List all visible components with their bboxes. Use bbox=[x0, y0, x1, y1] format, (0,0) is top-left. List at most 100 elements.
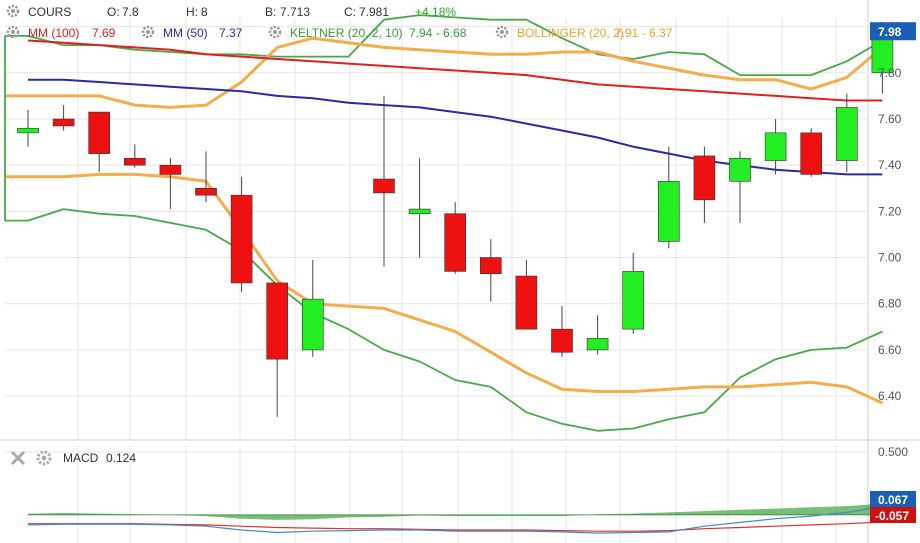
price-axis: 8.007.807.607.407.207.006.806.606.407.98 bbox=[870, 20, 916, 403]
close-icon[interactable] bbox=[10, 450, 26, 466]
candle-body bbox=[764, 132, 787, 161]
price-tick-label: 7.00 bbox=[878, 251, 902, 265]
macd-last-label: 0.067 bbox=[878, 493, 908, 507]
candle-body bbox=[551, 328, 573, 353]
price-tick-label: 7.40 bbox=[878, 158, 902, 172]
macd-panel: 0.500 0.067 -0.057 bbox=[5, 445, 916, 534]
price-tick-label: 7.20 bbox=[878, 204, 902, 218]
bollinger-gear-icon[interactable] bbox=[495, 25, 509, 39]
signal-value-badge bbox=[870, 507, 916, 523]
candle bbox=[551, 306, 573, 357]
keltner-value: 7.94 - 6.68 bbox=[409, 26, 467, 40]
bollinger-value: 7.91 - 6.37 bbox=[615, 26, 673, 40]
macd-gear-icon[interactable] bbox=[36, 450, 52, 466]
candle bbox=[693, 146, 716, 223]
candle-body bbox=[515, 275, 538, 330]
legend-row-2: MM (100) 7.69 MM (50) 7.37 KELTNER (20, … bbox=[6, 25, 673, 40]
candle-body bbox=[230, 194, 253, 284]
low-value: 7.713 bbox=[280, 5, 310, 19]
candle-body bbox=[693, 155, 716, 201]
candle bbox=[729, 151, 751, 223]
price-tick-label: 7.60 bbox=[878, 112, 902, 126]
price-tick-label: 7.80 bbox=[878, 66, 902, 80]
keltner-name: KELTNER (20, 2, 10) bbox=[290, 26, 403, 40]
candle bbox=[408, 158, 431, 258]
candle bbox=[230, 176, 253, 293]
candle bbox=[195, 151, 217, 203]
price-tick-label: 6.60 bbox=[878, 343, 902, 357]
macd-signal-line bbox=[28, 521, 883, 532]
candle bbox=[657, 146, 680, 249]
last-price-badge bbox=[870, 22, 916, 41]
candle bbox=[622, 252, 645, 334]
candle bbox=[835, 93, 858, 173]
candle-body bbox=[586, 338, 609, 351]
candles bbox=[17, 26, 894, 417]
candle bbox=[444, 202, 467, 274]
price-tick-label: 6.40 bbox=[878, 389, 902, 403]
candle-body bbox=[729, 157, 751, 182]
series-line-mm100 bbox=[27, 39, 883, 102]
candle-body bbox=[622, 271, 645, 330]
keltner-gear-icon[interactable] bbox=[268, 25, 282, 39]
candle bbox=[52, 105, 75, 131]
mm100-value: 7.69 bbox=[92, 26, 116, 40]
candle-body bbox=[657, 181, 680, 242]
candle bbox=[301, 259, 324, 357]
candle-body bbox=[479, 257, 502, 275]
candle bbox=[124, 144, 146, 168]
close-value: 7.981 bbox=[359, 5, 389, 19]
price-tick-label: 6.80 bbox=[878, 297, 902, 311]
candle bbox=[17, 109, 39, 147]
candle bbox=[88, 111, 110, 173]
low-label: B: bbox=[265, 5, 276, 19]
candle-body bbox=[124, 157, 146, 166]
legend-row-1: COURS O: 7.8 H: 8 B: 7.713 C: 7.981 +4.1… bbox=[6, 4, 456, 19]
candle bbox=[515, 259, 538, 330]
macd-header: MACD 0.124 bbox=[10, 450, 136, 466]
cours-gear-icon[interactable] bbox=[6, 4, 20, 18]
last-price-label: 7.98 bbox=[878, 25, 902, 39]
open-label: O: bbox=[107, 5, 120, 19]
indicator-lines bbox=[4, 14, 884, 432]
high-value: 8 bbox=[201, 5, 208, 19]
candle-body bbox=[52, 118, 75, 127]
candle-body bbox=[800, 132, 823, 175]
series-line-keltner-upper bbox=[5, 14, 883, 76]
mm100-gear-icon[interactable] bbox=[6, 25, 20, 39]
candle-body bbox=[17, 127, 39, 134]
macd-value: 0.124 bbox=[106, 451, 136, 465]
change-value: +4.18% bbox=[415, 5, 456, 19]
candle-body bbox=[159, 164, 182, 175]
high-label: H: bbox=[186, 5, 198, 19]
candle-body bbox=[195, 187, 217, 196]
candle-body bbox=[301, 298, 324, 351]
open-value: 7.8 bbox=[122, 5, 139, 19]
candle bbox=[159, 158, 182, 210]
candle bbox=[586, 315, 609, 355]
candle bbox=[373, 95, 395, 267]
candle-body bbox=[444, 213, 467, 272]
candle bbox=[266, 282, 289, 417]
candle bbox=[764, 118, 787, 175]
mm100-name: MM (100) bbox=[28, 26, 79, 40]
macd-histogram bbox=[28, 503, 883, 520]
candle bbox=[800, 128, 823, 177]
candle-body bbox=[373, 178, 395, 194]
mm50-value: 7.37 bbox=[219, 26, 243, 40]
series-line-bollinger-upper bbox=[5, 36, 884, 109]
close-label: C: bbox=[344, 5, 356, 19]
signal-last-label: -0.057 bbox=[875, 509, 909, 523]
candle-body bbox=[266, 282, 289, 360]
macd-line bbox=[27, 505, 883, 534]
bollinger-name: BOLLINGER (20, 2) bbox=[517, 26, 624, 40]
macd-label: MACD bbox=[63, 451, 99, 465]
series-line-keltner-lower bbox=[5, 208, 883, 432]
macd-tick-label: 0.500 bbox=[878, 445, 908, 459]
mm50-gear-icon[interactable] bbox=[141, 25, 155, 39]
candle-body bbox=[835, 107, 858, 161]
candle-body bbox=[408, 208, 431, 214]
candle-body bbox=[88, 111, 110, 154]
macd-value-badge bbox=[870, 491, 916, 507]
